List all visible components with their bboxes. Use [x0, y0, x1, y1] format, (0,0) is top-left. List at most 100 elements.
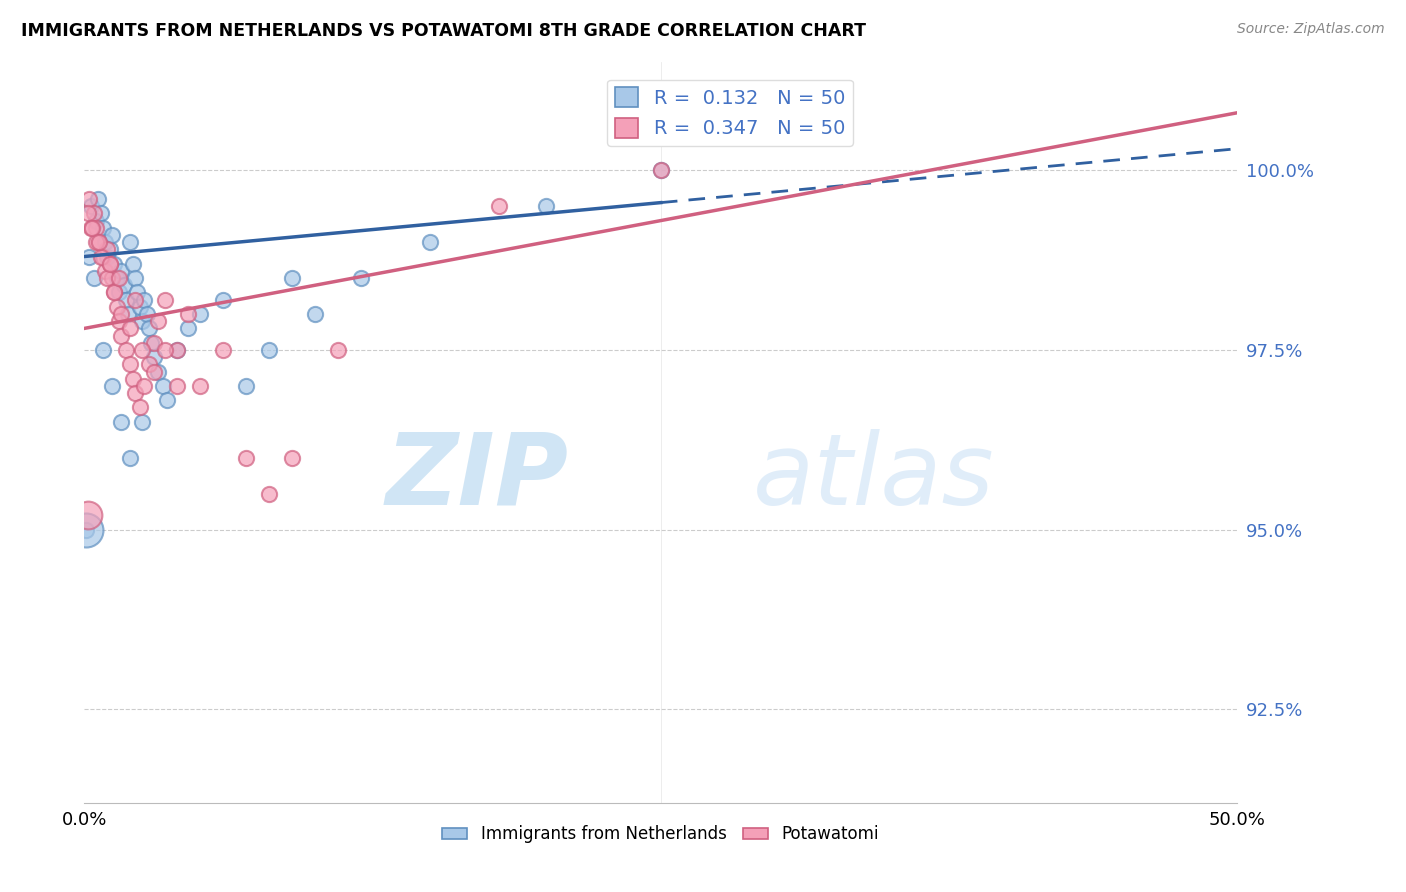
- Point: [98, 243, 121, 257]
- Point: [257, 343, 280, 357]
- Point: [103, 285, 125, 300]
- Point: [117, 307, 139, 321]
- Point: [120, 450, 142, 465]
- Point: [110, 328, 132, 343]
- Text: Source: ZipAtlas.com: Source: ZipAtlas.com: [1237, 22, 1385, 37]
- Point: [75, 523, 97, 537]
- Point: [84, 213, 107, 227]
- Point: [89, 206, 111, 220]
- Point: [91, 343, 114, 357]
- Point: [89, 235, 111, 249]
- Point: [91, 220, 114, 235]
- Point: [235, 379, 257, 393]
- Point: [350, 271, 373, 285]
- Point: [166, 343, 188, 357]
- Point: [98, 257, 121, 271]
- Point: [115, 343, 138, 357]
- Point: [128, 300, 150, 314]
- Point: [131, 415, 153, 429]
- Point: [101, 271, 124, 285]
- Point: [87, 235, 110, 249]
- Point: [120, 357, 142, 371]
- Point: [110, 264, 132, 278]
- Point: [80, 199, 103, 213]
- Point: [124, 271, 146, 285]
- Point: [650, 163, 672, 178]
- Point: [156, 393, 179, 408]
- Point: [120, 235, 142, 249]
- Point: [121, 257, 143, 271]
- Point: [146, 365, 169, 379]
- Point: [101, 227, 124, 242]
- Point: [84, 235, 107, 249]
- Point: [326, 343, 349, 357]
- Point: [131, 343, 153, 357]
- Point: [110, 307, 132, 321]
- Point: [142, 350, 165, 364]
- Point: [128, 401, 150, 415]
- Point: [142, 365, 165, 379]
- Point: [131, 314, 153, 328]
- Point: [166, 379, 188, 393]
- Point: [83, 271, 105, 285]
- Point: [94, 235, 117, 249]
- Point: [124, 293, 146, 307]
- Point: [87, 192, 110, 206]
- Point: [488, 199, 510, 213]
- Point: [153, 343, 176, 357]
- Point: [152, 379, 174, 393]
- Legend: Immigrants from Netherlands, Potawatomi: Immigrants from Netherlands, Potawatomi: [436, 819, 886, 850]
- Point: [188, 307, 211, 321]
- Point: [75, 523, 97, 537]
- Point: [138, 357, 160, 371]
- Point: [120, 321, 142, 335]
- Point: [166, 343, 188, 357]
- Text: atlas: atlas: [754, 428, 994, 525]
- Point: [304, 307, 326, 321]
- Point: [281, 450, 304, 465]
- Point: [77, 192, 100, 206]
- Point: [650, 163, 672, 178]
- Point: [115, 293, 138, 307]
- Point: [127, 285, 149, 300]
- Point: [121, 372, 143, 386]
- Point: [94, 264, 117, 278]
- Point: [177, 321, 200, 335]
- Point: [83, 206, 105, 220]
- Point: [110, 415, 132, 429]
- Point: [534, 199, 557, 213]
- Point: [108, 271, 131, 285]
- Point: [108, 314, 131, 328]
- Point: [134, 379, 156, 393]
- Point: [77, 250, 100, 264]
- Point: [138, 321, 160, 335]
- Point: [96, 250, 118, 264]
- Point: [146, 314, 169, 328]
- Point: [82, 220, 104, 235]
- Point: [91, 250, 114, 264]
- Point: [188, 379, 211, 393]
- Point: [89, 250, 111, 264]
- Point: [105, 271, 128, 285]
- Point: [80, 220, 103, 235]
- Point: [211, 293, 233, 307]
- Point: [103, 257, 125, 271]
- Point: [281, 271, 304, 285]
- Point: [134, 293, 156, 307]
- Point: [112, 278, 135, 293]
- Point: [108, 285, 131, 300]
- Point: [124, 386, 146, 401]
- Point: [96, 271, 118, 285]
- Point: [142, 335, 165, 350]
- Point: [101, 379, 124, 393]
- Point: [177, 307, 200, 321]
- Text: ZIP: ZIP: [385, 428, 568, 525]
- Point: [257, 486, 280, 500]
- Point: [96, 243, 118, 257]
- Point: [211, 343, 233, 357]
- Point: [105, 300, 128, 314]
- Point: [141, 335, 163, 350]
- Point: [98, 257, 121, 271]
- Point: [84, 220, 107, 235]
- Point: [103, 285, 125, 300]
